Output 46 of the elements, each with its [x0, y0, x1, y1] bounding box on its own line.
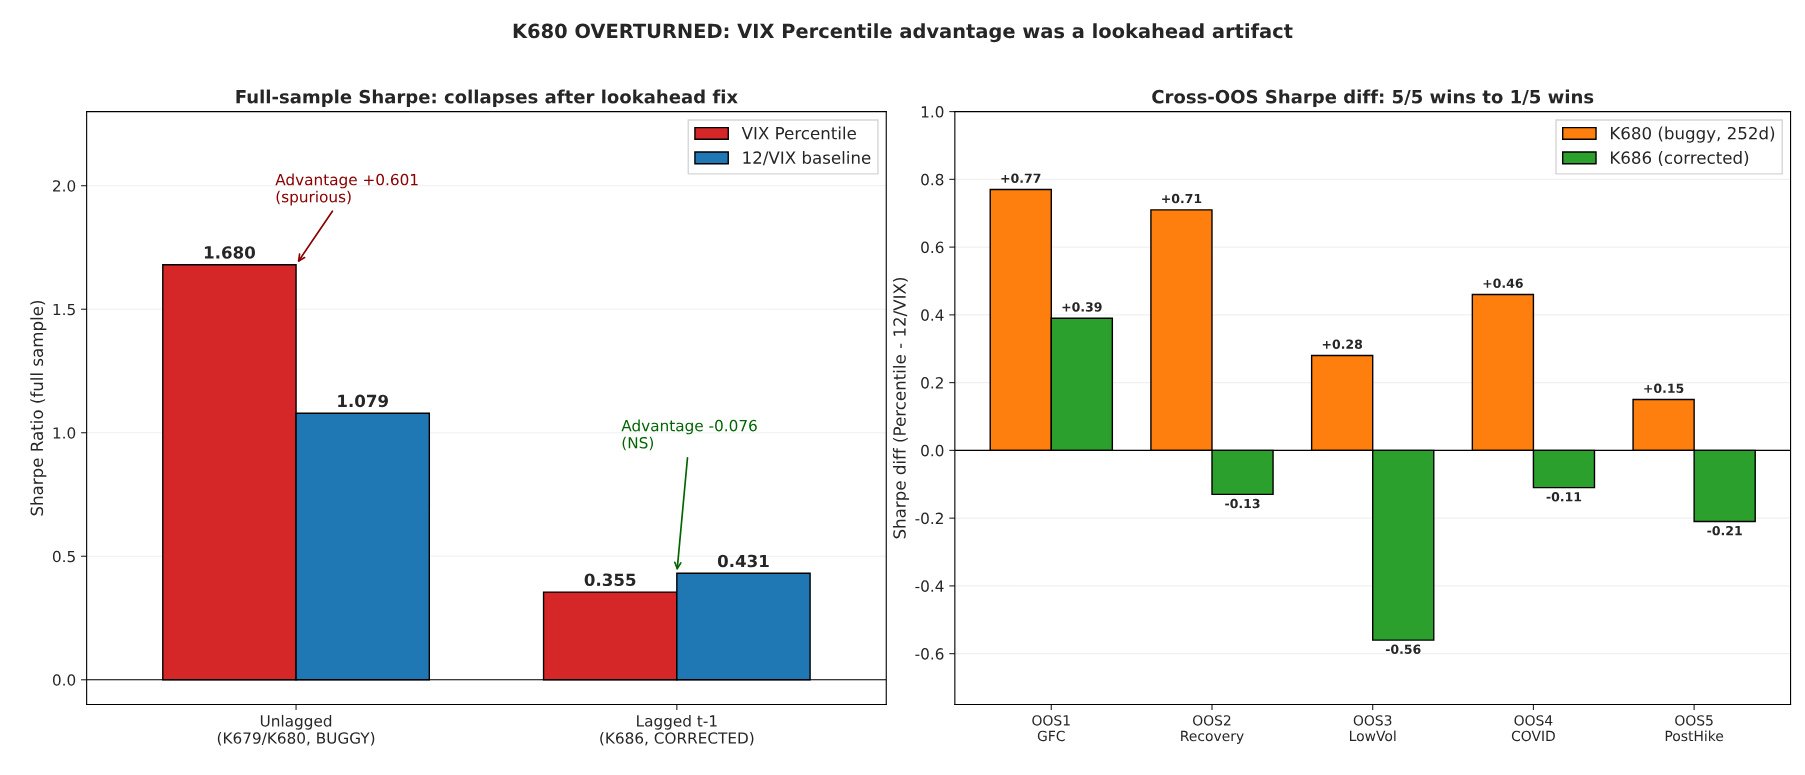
chart-title: Cross-OOS Sharpe diff: 5/5 wins to 1/5 wins: [1152, 89, 1594, 108]
x-tick-label: Unlagged (K679/K680, BUGGY): [217, 714, 375, 746]
text: K680 OVERTURNED: VIX Percentile advantage was a lookahead artifact: [513, 23, 1293, 43]
chart-title: Full-sample Sharpe: collapses after lookahead fix: [236, 89, 738, 108]
data-label: -0.13: [1225, 498, 1260, 509]
data-label: 0.431: [717, 554, 769, 568]
annotation: Advantage -0.076 (NS): [621, 419, 757, 451]
y-tick-label: 0.5: [52, 550, 75, 563]
data-label: 0.355: [584, 573, 636, 587]
data-label: 1.079: [338, 394, 388, 408]
y-axis-title: Sharpe Ratio (full sample): [30, 300, 47, 516]
data-label: +0.71: [1162, 193, 1202, 204]
data-label: -0.11: [1546, 492, 1582, 502]
data-label: +0.15: [1644, 383, 1684, 393]
y-tick-label: 1.5: [53, 303, 75, 316]
annotation: Advantage +0.601 (spurious): [275, 173, 418, 206]
x-tick-label: Lagged t-1 (K686, CORRECTED): [600, 714, 754, 746]
y-tick-label: 1.0: [921, 106, 944, 118]
legend-label: VIX Percentile: [741, 126, 856, 140]
data-label: 1.680: [204, 246, 255, 259]
x-tick-label: OOS1 GFC: [1032, 715, 1070, 742]
legend-label: 12/VIX baseline: [743, 151, 871, 166]
data-label: -0.21: [1707, 525, 1742, 536]
y-tick-label: 2.0: [53, 180, 76, 192]
x-tick-label: OOS3 LowVol: [1350, 715, 1396, 742]
y-axis-title: Sharpe diff (Percentile - 12/VIX): [892, 277, 910, 539]
y-tick-label: 0.0: [52, 674, 76, 686]
x-tick-label: OOS4 COVID: [1511, 715, 1555, 742]
y-tick-label: -0.4: [915, 580, 944, 592]
data-label: +0.28: [1322, 339, 1363, 349]
data-label: +0.77: [1001, 173, 1041, 183]
legend-label: K680 (buggy, 252d): [1610, 126, 1775, 143]
legend-label: K686 (corrected): [1610, 151, 1749, 166]
x-tick-label: OOS5 PostHike: [1665, 715, 1724, 742]
x-tick-label: OOS2 Recovery: [1181, 715, 1244, 744]
y-tick-label: 0.2: [921, 377, 943, 389]
data-label: +0.46: [1483, 278, 1523, 288]
data-label: +0.39: [1062, 302, 1102, 312]
y-tick-label: 0.6: [921, 241, 944, 254]
y-tick-label: -0.2: [915, 512, 943, 525]
y-tick-label: -0.6: [915, 648, 944, 660]
data-label: -0.56: [1385, 644, 1421, 654]
y-tick-label: 1.0: [53, 427, 76, 439]
y-tick-label: 0.8: [921, 173, 944, 186]
y-tick-label: 0.4: [921, 309, 944, 321]
y-tick-label: 0.0: [921, 444, 944, 457]
